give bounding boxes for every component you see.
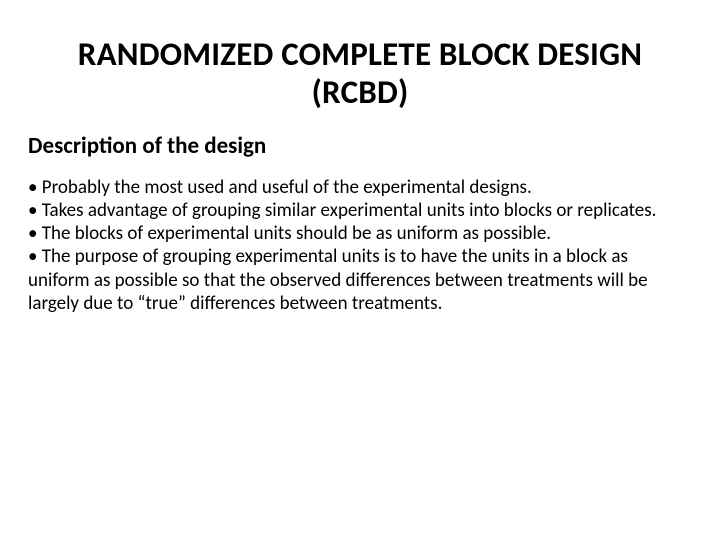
title-line-2: (RCBD) — [312, 72, 409, 112]
section-heading: Description of the design — [28, 132, 692, 160]
title-line-1: RANDOMIZED COMPLETE BLOCK DESIGN — [78, 34, 642, 74]
bullet-item: • Takes advantage of grouping similar ex… — [28, 199, 692, 222]
body-text: • Probably the most used and useful of t… — [28, 176, 692, 315]
bullet-item: • The purpose of grouping experimental u… — [28, 245, 692, 315]
bullet-item: • The blocks of experimental units shoul… — [28, 222, 692, 245]
slide: RANDOMIZED COMPLETE BLOCK DESIGN (RCBD) … — [0, 0, 720, 540]
page-title: RANDOMIZED COMPLETE BLOCK DESIGN (RCBD) — [28, 36, 692, 112]
bullet-item: • Probably the most used and useful of t… — [28, 176, 692, 199]
